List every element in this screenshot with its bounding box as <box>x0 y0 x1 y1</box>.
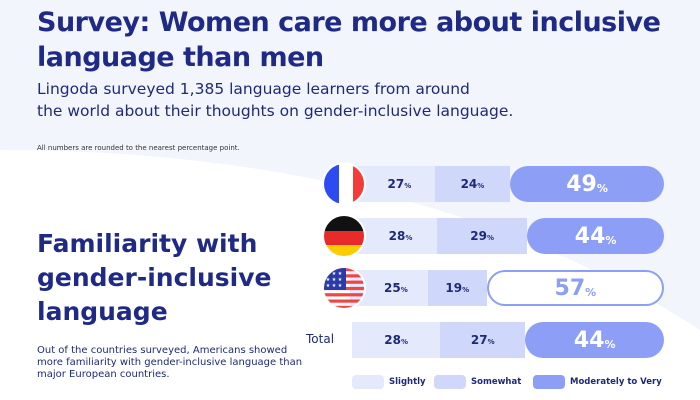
germany-flag-icon <box>324 216 364 256</box>
bar-row-total: Total 28% 27% 44% <box>306 322 664 358</box>
section-title: Familiarity with gender-inclusive language <box>37 229 272 326</box>
data-label: 19 <box>445 281 463 295</box>
rounding-note: All numbers are rounded to the nearest p… <box>37 144 240 152</box>
bar-segment-moderately-to-very: 57% <box>486 270 664 306</box>
legend-swatch <box>533 375 565 389</box>
svg-text:★: ★ <box>338 283 343 289</box>
data-label: 25 <box>384 281 401 295</box>
svg-text:★: ★ <box>332 283 337 289</box>
france-flag <box>322 162 366 206</box>
usa-flag-icon: ★ ★ ★★ ★ ★★ ★ ★ <box>324 268 364 308</box>
data-label: 28 <box>388 229 406 243</box>
legend-label: Slightly <box>389 377 426 387</box>
legend-item: Somewhat <box>434 375 521 389</box>
bar-segment-somewhat: 24% <box>434 166 511 202</box>
stacked-bar: 28% 29% 44% <box>350 218 664 254</box>
subtitle-line: Lingoda surveyed 1,385 language learners… <box>37 80 470 98</box>
france-flag-icon <box>324 164 364 204</box>
data-label: 27 <box>470 333 488 347</box>
svg-text:★: ★ <box>326 271 331 277</box>
subtitle-line: the world about their thoughts on gender… <box>37 102 514 120</box>
stacked-bar: 27% 24% 49% <box>350 166 664 202</box>
bar-row-usa: ★ ★ ★ ★ ★ ★ ★ ★ ★ 25% 19% 57% <box>322 266 664 310</box>
data-label: 44 <box>573 327 605 353</box>
data-label: 29 <box>470 229 487 243</box>
legend-label: Moderately to Very <box>570 377 662 387</box>
subtitle: Lingoda surveyed 1,385 language learners… <box>37 78 557 122</box>
svg-text:★: ★ <box>332 271 337 277</box>
bar-row-france: 27% 24% 49% <box>322 162 664 206</box>
legend-swatch <box>434 375 466 389</box>
data-label: 27 <box>387 177 405 191</box>
svg-text:★: ★ <box>338 277 343 283</box>
legend-item: Slightly <box>352 375 426 389</box>
total-label: Total <box>306 332 335 346</box>
data-label: 49 <box>566 171 597 197</box>
bar-segment-somewhat: 29% <box>437 218 528 254</box>
bar-segment-somewhat: 19% <box>427 270 487 306</box>
data-label: 57 <box>554 275 586 301</box>
page-title: Survey: Women care more about inclusive … <box>37 7 661 73</box>
svg-text:★: ★ <box>332 277 337 283</box>
svg-text:★: ★ <box>338 271 343 277</box>
legend-item: Moderately to Very <box>533 375 662 389</box>
svg-text:★: ★ <box>326 277 331 283</box>
bar-segment-slightly: 28% <box>352 322 441 358</box>
svg-text:★: ★ <box>326 283 331 289</box>
data-label: 24 <box>460 177 478 191</box>
legend-label: Somewhat <box>471 377 522 387</box>
data-label: 44 <box>574 223 606 249</box>
legend-swatch <box>352 375 384 389</box>
stacked-bar: 28% 27% 44% <box>352 322 664 358</box>
data-label: 28 <box>384 333 401 347</box>
bar-segment-moderately-to-very: 44% <box>527 218 664 254</box>
bar-segment-moderately-to-very: 49% <box>510 166 664 202</box>
stacked-bar: 25% 19% 57% <box>350 270 664 306</box>
section-description: Out of the countries surveyed, Americans… <box>37 345 303 380</box>
usa-flag: ★ ★ ★ ★ ★ ★ ★ ★ ★ <box>322 266 366 310</box>
germany-flag <box>322 214 366 258</box>
bar-segment-moderately-to-very: 44% <box>525 322 664 358</box>
bar-row-germany: 28% 29% 44% <box>322 214 664 258</box>
bar-segment-somewhat: 27% <box>440 322 526 358</box>
